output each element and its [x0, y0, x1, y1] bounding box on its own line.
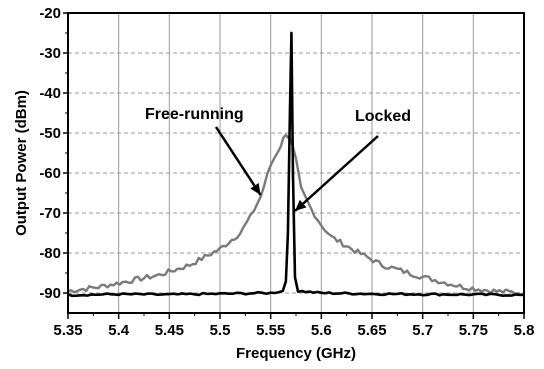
series-layer — [67, 31, 525, 298]
x-tick-label: 5.6 — [311, 322, 332, 339]
x-tick-label: 5.5 — [210, 322, 231, 339]
annotation-locked: Locked — [355, 108, 411, 125]
x-tick-label: 5.7 — [412, 322, 433, 339]
y-tick-label: -40 — [39, 85, 61, 102]
x-tick-label: 5.75 — [459, 322, 488, 339]
series-line-free-running — [67, 133, 525, 297]
annotation-free-running: Free-running — [145, 106, 244, 123]
y-tick-label: -20 — [39, 5, 61, 22]
x-axis-label: Frequency (GHz) — [236, 345, 356, 362]
x-tick-label: 5.4 — [108, 322, 130, 339]
axis-ticks — [63, 12, 525, 319]
free-running-arrow — [214, 126, 262, 196]
locked-arrow-head — [294, 199, 307, 211]
x-tick-label: 5.65 — [357, 322, 386, 339]
x-tick-label: 5.35 — [53, 322, 82, 339]
x-tick-label: 5.8 — [514, 322, 535, 339]
y-tick-label: -50 — [39, 125, 61, 142]
y-axis-label: Output Power (dBm) — [13, 90, 30, 236]
y-tick-label: -30 — [39, 45, 61, 62]
y-tick-label: -90 — [39, 285, 61, 302]
series-line-locked — [67, 31, 525, 298]
y-tick-labels: -20 -30 -40 -50 -60 -70 -80 -90 — [39, 5, 61, 302]
grid — [68, 13, 524, 313]
x-tick-label: 5.55 — [256, 322, 285, 339]
free-running-arrow-head — [250, 183, 261, 195]
locked-arrow — [294, 135, 379, 212]
y-tick-label: -70 — [39, 205, 61, 222]
annotations: Free-running Locked — [145, 106, 411, 212]
x-tick-label: 5.45 — [155, 322, 184, 339]
x-tick-labels: 5.35 5.4 5.45 5.5 5.55 5.6 5.65 5.7 5.75 5.8 — [53, 322, 534, 339]
y-tick-label: -60 — [39, 165, 61, 182]
y-tick-label: -80 — [39, 245, 61, 262]
